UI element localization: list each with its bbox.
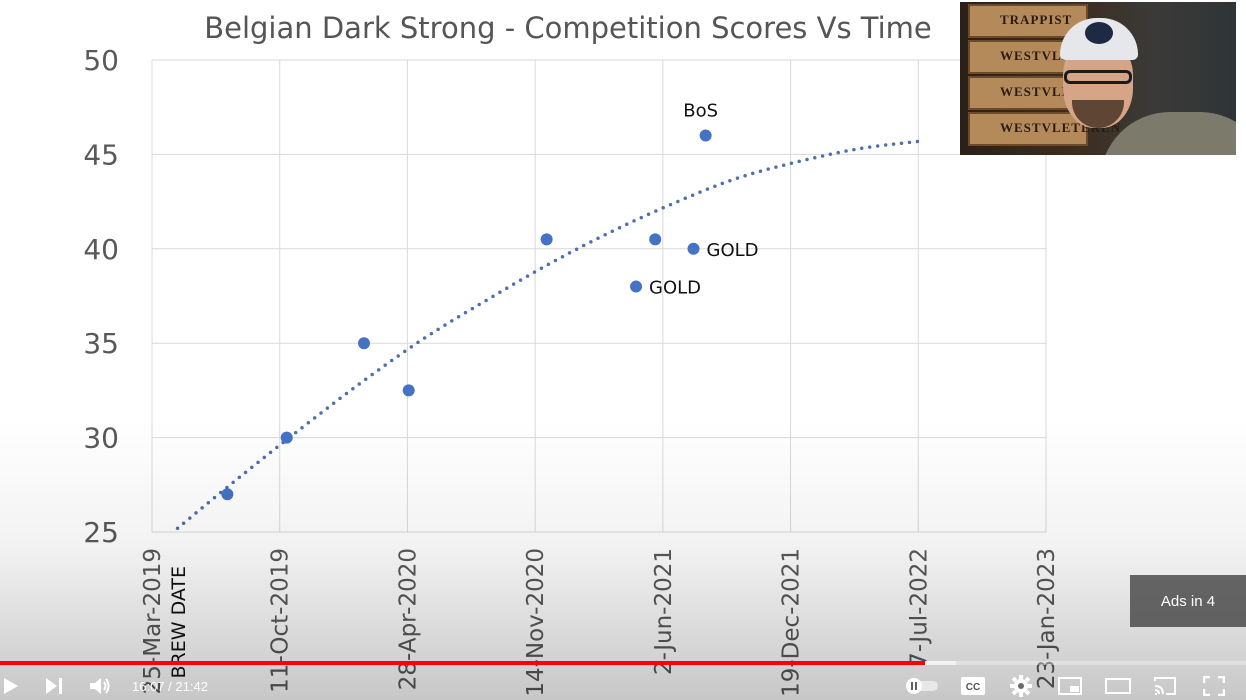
chart-grid (151, 59, 1047, 533)
chart-points: GOLD GOLD BoS (221, 101, 759, 501)
x-tick-label: 11-Oct-2019 (268, 548, 294, 693)
miniplayer-button[interactable] (1055, 672, 1085, 700)
svg-text:CC: CC (966, 682, 980, 693)
autoplay-toggle[interactable] (902, 672, 942, 700)
y-tick-label: 30 (83, 422, 119, 455)
captions-icon: CC (961, 677, 985, 695)
miniplayer-icon (1058, 677, 1082, 695)
autoplay-toggle-icon (906, 678, 938, 694)
x-tick-label: 23-Jan-2023 (1034, 548, 1060, 689)
duration: 21:42 (175, 679, 208, 694)
crate: WESTVLETEREN (968, 112, 1120, 146)
data-point (699, 129, 712, 142)
next-icon (46, 678, 62, 694)
x-tick-label: 7-Jul-2022 (906, 548, 932, 667)
webcam-overlay: TRAPPIST WESTVLETEREN WESTVLETEREN WESTV… (960, 2, 1236, 155)
x-tick-label: 25-Mar-2019 (140, 548, 166, 694)
current-time: 16:07 (132, 679, 165, 694)
data-point (280, 431, 293, 444)
data-point-label: GOLD (649, 278, 701, 299)
data-point (687, 242, 700, 255)
time-display: 16:07 / 21:42 (132, 672, 208, 700)
y-tick-label: 40 (83, 233, 119, 266)
ads-countdown-badge[interactable]: Ads in 4 (1130, 575, 1246, 627)
gear-icon (1010, 675, 1032, 697)
next-button[interactable] (40, 672, 68, 700)
y-tick-label: 25 (83, 516, 119, 549)
data-point (649, 233, 662, 246)
chart-axis-ticks: 25 30 35 40 45 50 25-Mar-2019 11-Oct-2019 28-Apr… (83, 44, 1060, 697)
play-icon (4, 678, 18, 694)
x-tick-label: 19-Dec-2021 (779, 548, 805, 697)
data-point (630, 280, 643, 293)
y-tick-label: 45 (83, 138, 119, 171)
x-tick-label: 28-Apr-2020 (395, 548, 421, 690)
chart-trendline (175, 139, 922, 530)
trendline-path (175, 139, 922, 530)
data-point (402, 384, 415, 397)
volume-icon (90, 678, 110, 694)
progress-bar[interactable] (0, 661, 1246, 665)
data-point (540, 233, 553, 246)
time-separator: / (164, 679, 176, 694)
fullscreen-button[interactable] (1198, 672, 1230, 700)
x-tick-label: 14-Nov-2020 (523, 548, 549, 697)
crate-text: TRAPPIST (1000, 12, 1073, 27)
glasses-icon (1064, 70, 1132, 84)
data-point-label: BoS (683, 101, 718, 122)
captions-button[interactable]: CC (958, 672, 988, 700)
data-point (221, 488, 234, 501)
chart-title: Belgian Dark Strong - Competition Scores… (204, 11, 932, 45)
theater-mode-icon (1105, 678, 1131, 694)
x-tick-label: 2-Jun-2021 (651, 548, 677, 675)
cast-button[interactable] (1150, 672, 1180, 700)
cast-icon (1154, 677, 1176, 695)
theater-mode-button[interactable] (1102, 672, 1134, 700)
y-tick-label: 35 (83, 327, 119, 360)
data-point-label: GOLD (707, 240, 759, 261)
settings-button[interactable] (1006, 672, 1036, 700)
y-tick-label: 50 (83, 44, 119, 77)
player-controls: CC (0, 672, 1246, 700)
volume-button[interactable] (86, 672, 116, 700)
data-point (358, 337, 371, 350)
brew-date-label: BREW DATE (168, 566, 190, 679)
play-button[interactable] (0, 672, 22, 700)
progress-played (0, 661, 926, 665)
fullscreen-icon (1203, 676, 1225, 696)
cap-logo-icon (1085, 22, 1113, 44)
